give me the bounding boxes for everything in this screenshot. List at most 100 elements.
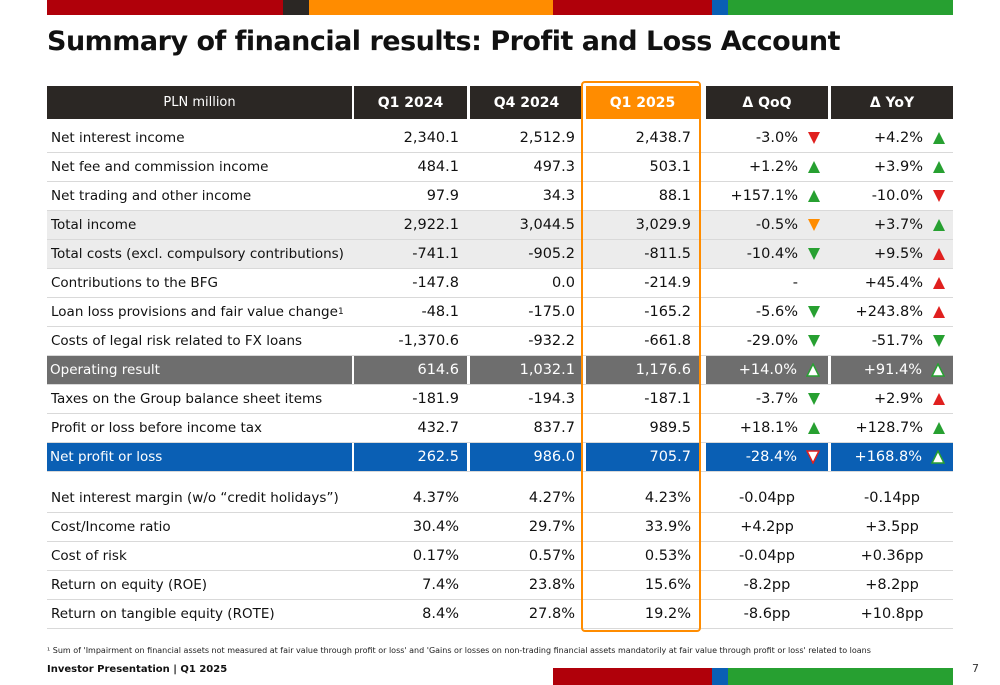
value-q1-2025: 503.1 <box>586 153 699 181</box>
cell-value: -181.9 <box>412 391 459 407</box>
cell-value: -3.7% <box>755 391 798 407</box>
cell-value: -8.2pp <box>743 577 791 593</box>
cell-value: -811.5 <box>644 246 691 262</box>
value-q4-2024: 4.27% <box>470 484 583 512</box>
row-label: Total costs (excl. compulsory contributi… <box>47 240 352 268</box>
value-q1-2024: 432.7 <box>354 414 467 442</box>
triangle-down-icon <box>808 248 820 260</box>
cell-value: -194.3 <box>528 391 575 407</box>
value-delta-qoq: -10.4% <box>706 240 828 268</box>
value-delta-yoy: -0.14pp <box>831 484 953 512</box>
row-divider <box>47 442 953 443</box>
value-delta-yoy: +0.36pp <box>831 542 953 570</box>
value-delta-yoy: +128.7% <box>831 414 953 442</box>
triangle-up-icon <box>933 393 945 405</box>
cell-value: 0.0 <box>551 275 575 291</box>
ratio-row: Net interest margin (w/o “credit holiday… <box>47 484 953 513</box>
row-label: Return on equity (ROE) <box>47 571 352 599</box>
row-label-text: Return on equity (ROE) <box>51 577 208 593</box>
row-divider <box>47 599 953 600</box>
value-delta-yoy: +9.5% <box>831 240 953 268</box>
cell-value: -905.2 <box>528 246 575 262</box>
table-row: Net interest income 2,340.1 2,512.9 2,438.7… <box>47 124 953 153</box>
value-delta-qoq: +14.0% <box>706 356 828 384</box>
triangle-down-icon <box>808 393 820 405</box>
value-q4-2024: -905.2 <box>470 240 583 268</box>
value-q4-2024: 986.0 <box>470 443 583 471</box>
value-q1-2025: 705.7 <box>586 443 699 471</box>
table-row: Operating result 614.6 1,032.1 1,176.6 +14.0… <box>47 356 953 385</box>
triangle-down-icon <box>933 335 945 347</box>
cell-value: -8.6pp <box>743 606 791 622</box>
footnote: ¹ Sum of 'Impairment on financial assets… <box>47 646 871 655</box>
value-delta-qoq: -29.0% <box>706 327 828 355</box>
row-divider <box>47 471 953 472</box>
table-row: Net trading and other income 97.9 34.3 88.1… <box>47 182 953 211</box>
row-label-text: Operating result <box>50 362 160 378</box>
value-delta-yoy: +3.5pp <box>831 513 953 541</box>
table-row: Loan loss provisions and fair value chan… <box>47 298 953 327</box>
value-delta-qoq: +157.1% <box>706 182 828 210</box>
row-label-text: Cost of risk <box>51 548 127 564</box>
row-label: Net interest income <box>47 124 352 152</box>
cell-value: -0.04pp <box>739 490 795 506</box>
cell-value: -3.0% <box>755 130 798 146</box>
cell-value: -147.8 <box>412 275 459 291</box>
table-row: Contributions to the BFG -147.8 0.0 -214.9 -… <box>47 269 953 298</box>
row-label: Operating result <box>47 356 352 384</box>
cell-value: 986.0 <box>533 449 575 465</box>
bottom-color-bar <box>553 668 953 685</box>
cell-value: -175.0 <box>528 304 575 320</box>
cell-value: -10.0% <box>871 188 923 204</box>
table-row: Profit or loss before income tax 432.7 837… <box>47 414 953 443</box>
value-delta-qoq: -0.04pp <box>706 484 828 512</box>
value-q4-2024: 34.3 <box>470 182 583 210</box>
row-label: Costs of legal risk related to FX loans <box>47 327 352 355</box>
row-label: Net interest margin (w/o “credit holiday… <box>47 484 352 512</box>
value-delta-qoq: +1.2% <box>706 153 828 181</box>
triangle-down-outline-icon <box>805 450 821 465</box>
ratio-row: Return on equity (ROE) 7.4% 23.8% 15.6% -8.2… <box>47 571 953 600</box>
cell-value: -661.8 <box>644 333 691 349</box>
cell-value: 705.7 <box>649 449 691 465</box>
header-q1-2025: Q1 2025 <box>586 86 699 119</box>
value-q4-2024: 1,032.1 <box>470 356 583 384</box>
row-label: Cost of risk <box>47 542 352 570</box>
cell-value: 8.4% <box>422 606 459 622</box>
value-delta-yoy: +45.4% <box>831 269 953 297</box>
value-q1-2025: 19.2% <box>586 600 699 628</box>
value-q1-2024: -147.8 <box>354 269 467 297</box>
value-q1-2024: -48.1 <box>354 298 467 326</box>
value-q1-2025: 1,176.6 <box>586 356 699 384</box>
row-label: Net trading and other income <box>47 182 352 210</box>
header-q1-2024: Q1 2024 <box>354 86 467 119</box>
cell-value: -932.2 <box>528 333 575 349</box>
value-delta-yoy: +3.7% <box>831 211 953 239</box>
cell-value: 484.1 <box>417 159 459 175</box>
value-q1-2025: -165.2 <box>586 298 699 326</box>
value-q1-2025: -214.9 <box>586 269 699 297</box>
triangle-up-icon <box>808 190 820 202</box>
row-divider <box>47 210 953 211</box>
value-delta-qoq: -3.0% <box>706 124 828 152</box>
value-q1-2025: 3,029.9 <box>586 211 699 239</box>
cell-value: 4.23% <box>644 490 691 506</box>
value-q1-2025: 88.1 <box>586 182 699 210</box>
cell-value: 989.5 <box>649 420 691 436</box>
cell-value: 0.17% <box>412 548 459 564</box>
row-divider <box>47 297 953 298</box>
row-label: Net fee and commission income <box>47 153 352 181</box>
top-color-bar <box>47 0 953 15</box>
row-label-text: Net profit or loss <box>50 449 163 465</box>
value-q4-2024: 29.7% <box>470 513 583 541</box>
row-divider <box>47 384 953 385</box>
value-q4-2024: 837.7 <box>470 414 583 442</box>
value-q4-2024: 0.57% <box>470 542 583 570</box>
row-divider <box>47 152 953 153</box>
triangle-down-icon <box>808 132 820 144</box>
cell-value: 497.3 <box>533 159 575 175</box>
ratio-row: Return on tangible equity (ROTE) 8.4% 27.8… <box>47 600 953 629</box>
value-delta-qoq: -0.04pp <box>706 542 828 570</box>
value-delta-yoy: -10.0% <box>831 182 953 210</box>
cell-value: 2,922.1 <box>403 217 459 233</box>
